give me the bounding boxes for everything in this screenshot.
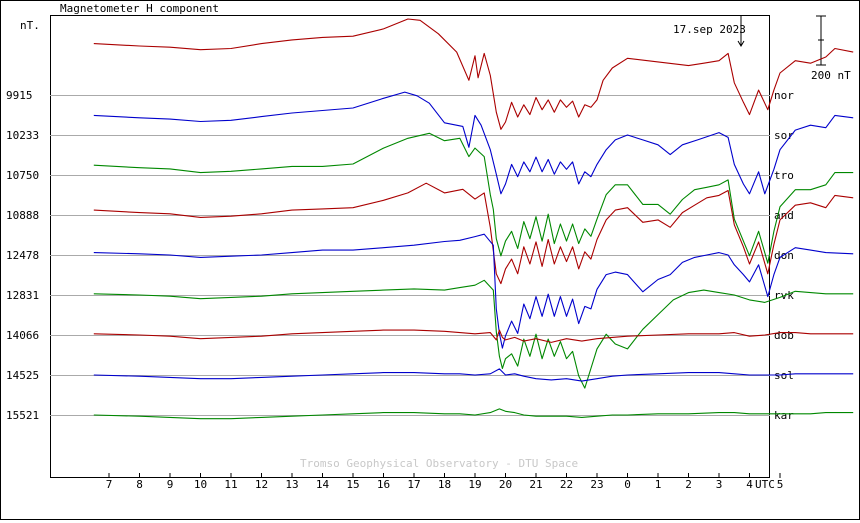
x-tick-label: 16 — [377, 478, 390, 491]
x-tick-label: 13 — [285, 478, 298, 491]
station-label: sol — [774, 369, 794, 382]
x-tick-label: 1 — [655, 478, 662, 491]
scale-bar — [816, 15, 826, 66]
x-tick-label: 15 — [346, 478, 359, 491]
baseline-value-label: 10888 — [6, 209, 39, 222]
x-tick-label: 12 — [255, 478, 268, 491]
x-tick-label: 2 — [685, 478, 692, 491]
date-label: 17.sep 2023 — [673, 23, 746, 36]
station-label: nor — [774, 89, 794, 102]
scale-label: 200 nT — [811, 69, 851, 82]
x-tick-label: 9 — [167, 478, 174, 491]
series-line-sor — [93, 91, 854, 195]
baseline-value-label: 12478 — [6, 249, 39, 262]
x-tick-label: 4 — [746, 478, 753, 491]
x-tick-label: 22 — [560, 478, 573, 491]
x-tick-label: 7 — [106, 478, 113, 491]
x-tick-label: 20 — [499, 478, 512, 491]
baseline-value-label: 9915 — [6, 89, 33, 102]
baseline-value-label: 14525 — [6, 369, 39, 382]
series-line-and — [93, 182, 854, 285]
series-line-don — [93, 233, 854, 349]
x-tick-label: 18 — [438, 478, 451, 491]
series-line-nor — [93, 18, 854, 130]
station-label: kar — [774, 409, 794, 422]
baseline-value-label: 14066 — [6, 329, 39, 342]
x-tick-label: 0 — [624, 478, 631, 491]
baseline-value-label: 10233 — [6, 129, 39, 142]
x-unit-label: UTC — [755, 478, 775, 491]
plot-frame — [50, 15, 770, 478]
credit-label: Tromso Geophysical Observatory - DTU Spa… — [300, 457, 578, 470]
series-line-dob — [93, 329, 854, 343]
series-line-rvk — [93, 279, 854, 389]
baseline-value-label: 10750 — [6, 169, 39, 182]
series-line-tro — [93, 132, 854, 264]
y-unit-label: nT. — [20, 19, 40, 32]
date-arrow — [737, 16, 745, 47]
x-tick-label: 19 — [468, 478, 481, 491]
x-tick-label: 10 — [194, 478, 207, 491]
x-tick-label: 8 — [136, 478, 143, 491]
x-tick-label: 11 — [224, 478, 237, 491]
x-tick-label: 23 — [590, 478, 603, 491]
chart-title: Magnetometer H component — [60, 2, 219, 15]
x-tick-label: 3 — [716, 478, 723, 491]
baseline-value-label: 12831 — [6, 289, 39, 302]
station-label: tro — [774, 169, 794, 182]
x-tick-label: 17 — [407, 478, 420, 491]
x-tick-label: 21 — [529, 478, 542, 491]
station-label: dob — [774, 329, 794, 342]
series-line-kar — [93, 408, 854, 420]
x-tick-label: 14 — [316, 478, 330, 491]
baseline-value-label: 15521 — [6, 409, 39, 422]
x-tick-label: 5 — [777, 478, 784, 491]
series-line-sol — [93, 368, 854, 382]
